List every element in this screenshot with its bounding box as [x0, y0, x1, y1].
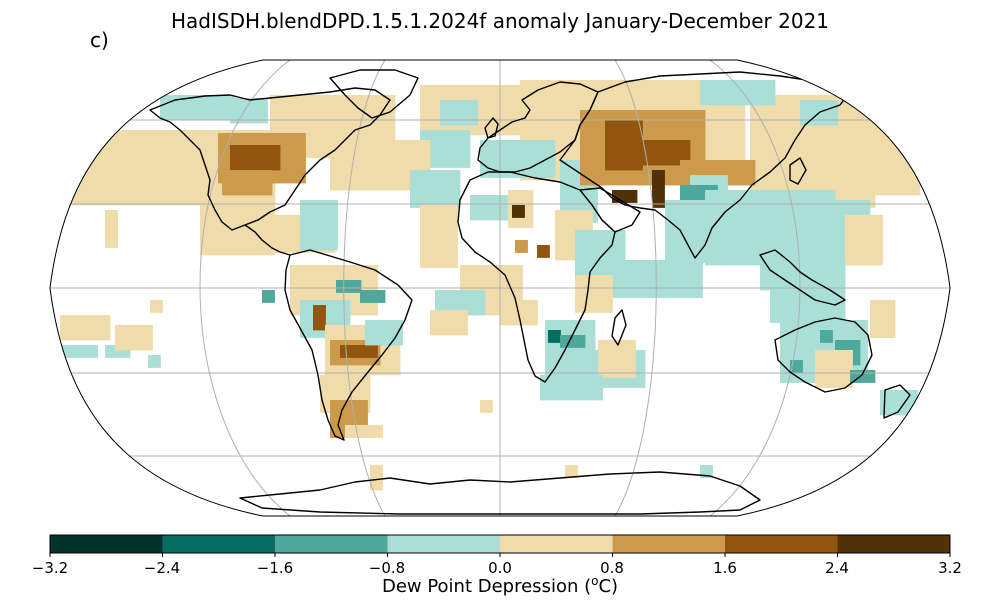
anomaly-cell [370, 465, 383, 491]
coast-europe [477, 81, 599, 173]
colorbar-label-prefix: Dew Point Depression ( [381, 576, 592, 597]
colorbar-swatch [387, 535, 501, 553]
colorbar-swatch [500, 535, 613, 553]
anomaly-cell [336, 280, 362, 293]
anomaly-cell [250, 150, 276, 163]
anomaly-cell [845, 215, 883, 266]
anomaly-cell [60, 345, 98, 358]
colorbar-swatch [275, 535, 388, 553]
anomaly-cell [512, 205, 525, 218]
anomaly-cell [870, 300, 896, 338]
coast-arabia [579, 187, 641, 233]
coast-north-america [149, 87, 391, 231]
anomaly-cell [105, 210, 118, 248]
coast-central-america [244, 224, 291, 256]
colorbar-swatch [50, 535, 163, 553]
anomaly-cell [60, 315, 111, 341]
colorbar-swatch [162, 535, 276, 553]
anomaly-cell [700, 465, 713, 478]
anomaly-cell [605, 120, 643, 171]
anomaly-cell [430, 310, 468, 336]
anomaly-cell [222, 170, 273, 196]
anomaly-cell [480, 400, 493, 413]
panel-label: c) [90, 28, 109, 52]
coast-antarctica [239, 471, 761, 515]
anomaly-cell [770, 260, 846, 323]
anomaly-cell [148, 355, 161, 368]
colorbar-tick-label: −2.4 [143, 559, 181, 577]
graticule-meridian-120w [199, 60, 291, 516]
anomaly-cell [540, 375, 603, 401]
colorbar-tick-label: −3.2 [31, 559, 69, 577]
colorbar-tick-label: 0.8 [600, 559, 624, 577]
anomaly-cell [790, 360, 803, 373]
coastlines [149, 69, 911, 515]
anomaly-cell [575, 275, 613, 313]
anomaly-cell [548, 330, 561, 343]
colorbar-tick-label: 3.2 [938, 559, 962, 577]
anomaly-cell [313, 305, 326, 331]
anomaly-cell [340, 345, 366, 358]
anomaly-cell [360, 290, 386, 303]
anomaly-cell [410, 170, 461, 208]
colorbar-tick-label: 1.6 [713, 559, 737, 577]
coast-japan [789, 157, 807, 185]
colorbar-swatch [612, 535, 726, 553]
coast-madagascar [611, 309, 627, 346]
coast-south-america [284, 249, 413, 441]
coast-british-isles [484, 117, 499, 139]
anomaly-cell [652, 170, 665, 208]
anomaly-cell [598, 340, 636, 378]
anomaly-cell [115, 325, 153, 351]
colorbar [49, 534, 951, 557]
anomaly-cell [365, 320, 403, 346]
colorbar-tick-label: −1.6 [256, 559, 294, 577]
colorbar-swatch [837, 535, 951, 553]
anomaly-cell [300, 200, 338, 251]
graticule-meridian-60e [614, 60, 657, 516]
colorbar-swatch [725, 535, 838, 553]
coast-africa [457, 171, 616, 383]
map-title: HadISDH.blendDPD.1.5.1.2024f anomaly Jan… [170, 9, 830, 33]
anomaly-cell [537, 245, 550, 258]
anomaly-cell [230, 98, 268, 124]
coast-australia [774, 317, 873, 393]
anomaly-cell [640, 260, 703, 298]
anomaly-cell [160, 95, 236, 121]
anomaly-cell [420, 205, 458, 268]
anomaly-cell [565, 465, 578, 478]
map-boundary [49, 59, 951, 517]
anomaly-cell [345, 425, 383, 438]
anomaly-cell [612, 190, 638, 203]
graticule-meridian-60w [343, 60, 386, 516]
anomaly-cell [440, 100, 478, 126]
coast-southeast-asia-islands [759, 249, 846, 306]
colorbar-label: Dew Point Depression (oC) [0, 574, 1000, 597]
anomaly-cell [560, 335, 586, 348]
anomaly-cell [815, 350, 853, 388]
colorbar-label-sup: o [591, 574, 599, 588]
anomaly-cell [150, 300, 163, 313]
coast-greenland [329, 69, 419, 119]
colorbar-label-suffix: C) [598, 576, 619, 597]
anomaly-cell [470, 195, 508, 221]
graticule [50, 60, 950, 516]
anomaly-cell [820, 330, 833, 343]
anomaly-cell [515, 240, 528, 253]
colorbar-tick-label: 0.0 [488, 559, 512, 577]
colorbar-tick-label: −0.8 [368, 559, 406, 577]
anomaly-cell [262, 290, 275, 303]
graticule-meridian-120e [709, 60, 801, 516]
anomaly-cell [365, 345, 378, 358]
anomaly-grid-cells [60, 80, 921, 491]
anomaly-cell [700, 80, 776, 106]
colorbar-tick-label: 2.4 [825, 559, 849, 577]
coast-new-zealand [883, 384, 911, 419]
